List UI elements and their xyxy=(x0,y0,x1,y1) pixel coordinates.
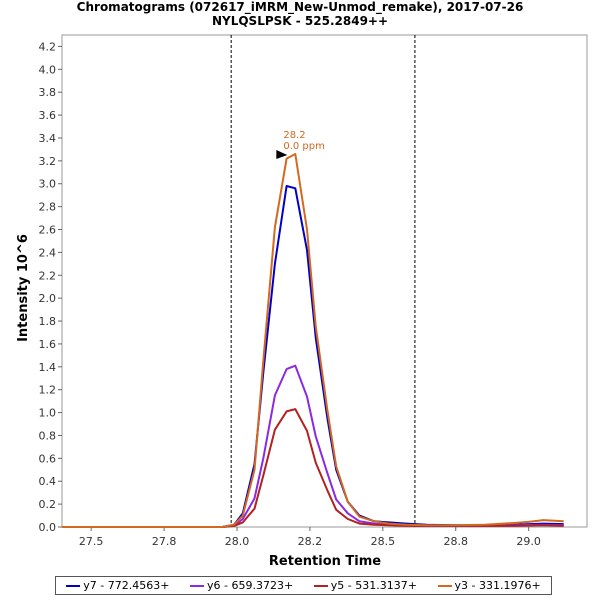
legend-label: y7 - 772.4563+ xyxy=(83,579,170,592)
x-tick-label: 28.2 xyxy=(298,535,323,548)
y-tick-label: 3.0 xyxy=(39,178,57,191)
y-tick-label: 2.6 xyxy=(39,224,57,237)
y-tick-label: 4.2 xyxy=(39,40,57,53)
chromatogram-plot[interactable]: 0.0 0.2 0.4 0.6 0.8 1.0 1.2 1.4 1.6 1.8 2.0 2.2 2.4 2… xyxy=(0,0,600,575)
integration-boundaries[interactable] xyxy=(230,35,416,527)
y-tick-label: 3.6 xyxy=(39,109,57,122)
x-tick-label: 28.0 xyxy=(225,535,250,548)
legend-item: y5 - 531.3137+ xyxy=(313,579,417,592)
x-tick-label: 28.5 xyxy=(371,535,396,548)
y-tick-label: 2.8 xyxy=(39,201,57,214)
chart-subtitle: NYLQSLPSK - 525.2849++ xyxy=(211,14,389,28)
legend-item: y3 - 331.1976+ xyxy=(437,579,541,592)
legend-label: y5 - 531.3137+ xyxy=(330,579,417,592)
y-tick-label: 2.2 xyxy=(39,269,57,282)
plot-area xyxy=(61,34,588,528)
y-tick-label: 3.4 xyxy=(39,132,57,145)
y-tick-label: 1.2 xyxy=(39,384,57,397)
x-tick-label: 27.8 xyxy=(152,535,177,548)
x-tick-label: 28.8 xyxy=(444,535,469,548)
y-tick-label: 4.0 xyxy=(39,63,57,76)
y-tick-label: 1.0 xyxy=(39,407,57,420)
peak-mass-error: 0.0 ppm xyxy=(283,141,325,152)
chart-title: Chromatograms (072617_iMRM_New-Unmod_rem… xyxy=(76,0,524,14)
y-tick-label: 0.8 xyxy=(39,429,57,442)
y-tick-label: 0.4 xyxy=(39,475,57,488)
y-tick-label: 1.4 xyxy=(39,361,57,374)
peak-retention-time: 28.2 xyxy=(283,130,305,141)
y-tick-label: 0.6 xyxy=(39,452,57,465)
legend: y7 - 772.4563+ y6 - 659.3723+ y5 - 531.313… xyxy=(55,576,552,595)
legend-swatch xyxy=(66,584,81,587)
y-tick-label: 1.8 xyxy=(39,315,57,328)
legend-item: y6 - 659.3723+ xyxy=(190,579,293,592)
series-lines xyxy=(62,153,564,528)
y-tick-label: 0.2 xyxy=(39,498,57,511)
legend-label: y6 - 659.3723+ xyxy=(207,579,294,592)
peak-annotation: 28.20.0 ppm xyxy=(276,130,325,159)
y-tick-label: 0.0 xyxy=(39,521,57,534)
axes: 0.0 0.2 0.4 0.6 0.8 1.0 1.2 1.4 1.6 1.8 2.0 2.2 2.4 2… xyxy=(39,34,588,548)
x-tick-label: 29.0 xyxy=(516,535,541,548)
peak-marker-icon xyxy=(276,149,288,159)
x-tick-label: 27.5 xyxy=(79,535,104,548)
legend-label: y3 - 331.1976+ xyxy=(454,579,541,592)
y-tick-label: 3.2 xyxy=(39,155,57,168)
y-axis-label: Intensity 10^6 xyxy=(16,234,31,342)
y-tick-label: 2.4 xyxy=(39,246,57,259)
y-tick-label: 2.0 xyxy=(39,292,57,305)
legend-swatch xyxy=(190,584,205,587)
series-line-y3 xyxy=(62,153,564,528)
y-tick-label: 1.6 xyxy=(39,338,57,351)
y-tick-label: 3.8 xyxy=(39,86,57,99)
legend-swatch xyxy=(313,584,328,587)
legend-swatch xyxy=(437,584,452,587)
legend-item: y7 - 772.4563+ xyxy=(66,579,169,592)
x-axis-label: Retention Time xyxy=(269,554,381,569)
